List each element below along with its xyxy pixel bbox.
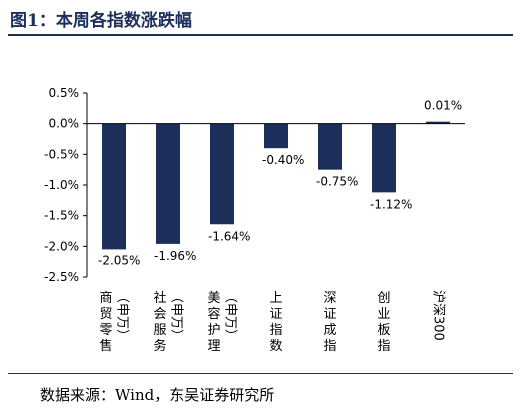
svg-text:成: 成 (323, 323, 336, 338)
y-tick-label: -0.5% (44, 147, 79, 161)
bar (372, 123, 396, 193)
footer-rule (8, 373, 513, 374)
svg-text:业: 业 (377, 307, 390, 322)
y-tick-label: -2.5% (44, 270, 79, 284)
svg-text:护: 护 (207, 323, 220, 338)
y-axis: 0.5% 0.0% -0.5% -1.0% -1.5% -2.0% -2.5% (44, 86, 88, 284)
svg-text:数: 数 (269, 339, 282, 354)
svg-text:证: 证 (323, 307, 336, 322)
svg-text:（申万）: （申万） (169, 290, 184, 342)
svg-text:指: 指 (269, 323, 282, 338)
svg-text:务: 务 (153, 338, 166, 354)
svg-text:美: 美 (207, 291, 220, 306)
y-tick-label: -1.0% (44, 178, 79, 192)
svg-text:指: 指 (323, 339, 336, 354)
bar-chart: 0.5% 0.0% -0.5% -1.0% -1.5% -2.0% -2.5% -2.05%… (44, 86, 465, 354)
bar (426, 121, 450, 124)
svg-text:容: 容 (207, 306, 220, 322)
source-note: 数据来源：Wind，东吴证券研究所 (40, 386, 275, 404)
svg-text:沪深300: 沪深300 (431, 290, 447, 341)
y-tick-label: 0.0% (49, 117, 80, 131)
svg-text:指: 指 (377, 339, 390, 354)
bars (102, 121, 450, 250)
svg-text:理: 理 (207, 339, 220, 354)
svg-text:售: 售 (99, 338, 112, 354)
data-label: -1.12% (370, 197, 412, 211)
data-label: -2.05% (98, 253, 140, 267)
data-label: -1.96% (154, 249, 196, 263)
category-label: 沪深300 (431, 290, 447, 341)
data-labels: -2.05% -1.96% -1.64% -0.40% -0.75% -1.12% 0.01… (98, 99, 462, 268)
bar (102, 123, 126, 250)
bar (318, 123, 342, 170)
y-tick-label: 0.5% (49, 86, 80, 100)
bar (264, 123, 288, 149)
bar (210, 123, 234, 225)
bar (156, 123, 180, 244)
title-rule (8, 34, 513, 36)
svg-text:商: 商 (99, 291, 112, 306)
svg-text:（申万）: （申万） (115, 290, 130, 342)
data-label: -0.40% (262, 153, 304, 167)
svg-text:服: 服 (153, 323, 166, 338)
svg-text:社: 社 (153, 290, 166, 306)
svg-text:会: 会 (153, 307, 166, 322)
svg-text:贸: 贸 (99, 307, 112, 322)
figure-title: 图1：本周各指数涨跌幅 (10, 11, 192, 31)
data-label: 0.01% (424, 99, 462, 113)
y-tick-label: -1.5% (44, 209, 79, 223)
svg-text:深: 深 (323, 291, 336, 306)
svg-text:（申万）: （申万） (223, 290, 238, 342)
svg-text:证: 证 (269, 307, 282, 322)
svg-text:零: 零 (99, 323, 112, 338)
svg-text:创: 创 (377, 291, 390, 306)
y-tick-label: -2.0% (44, 239, 79, 253)
svg-text:板: 板 (377, 323, 390, 338)
data-label: -1.64% (208, 229, 250, 243)
svg-text:上: 上 (269, 291, 282, 306)
data-label: -0.75% (316, 175, 358, 189)
